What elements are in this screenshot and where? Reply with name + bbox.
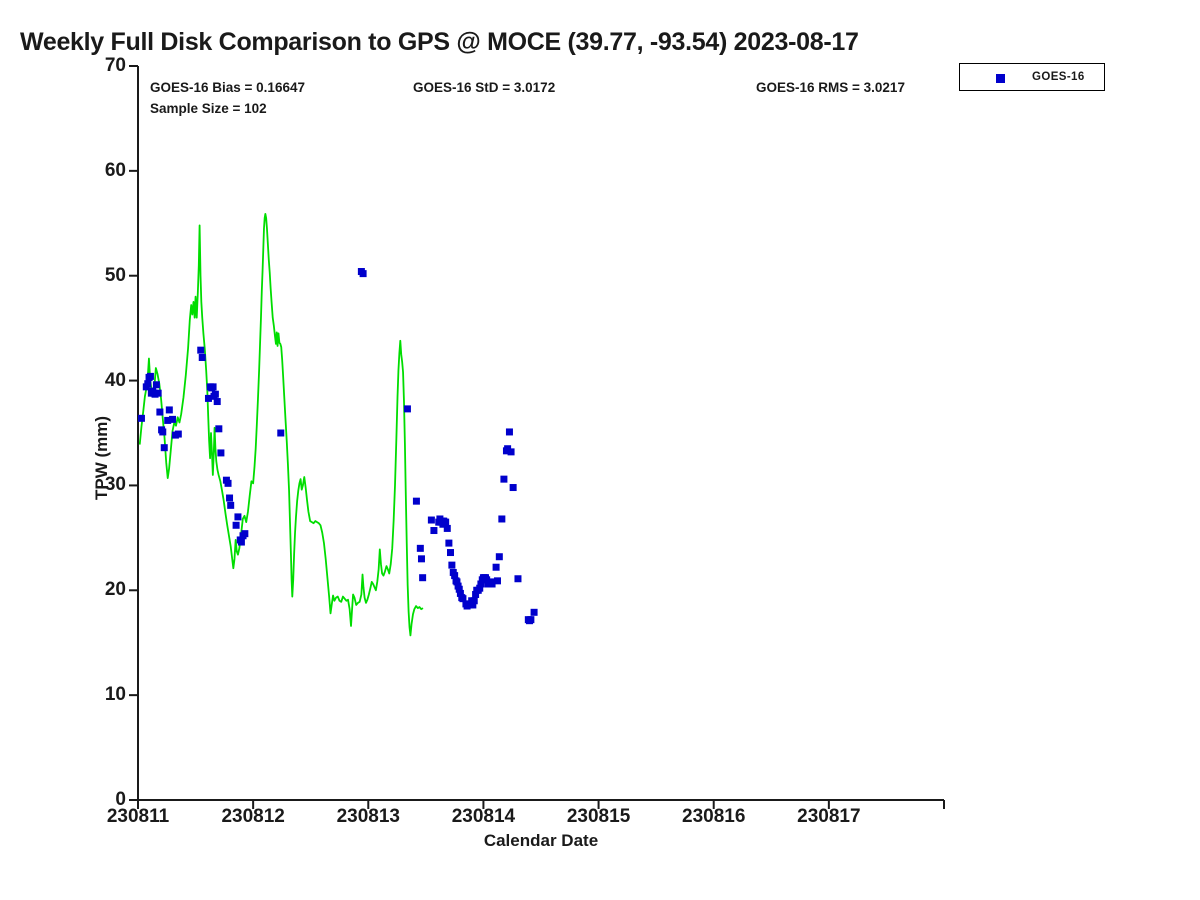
data-point-marker [419,574,427,582]
data-point-marker [359,270,367,278]
x-axis-label: Calendar Date [483,831,599,850]
data-point-marker [483,576,491,584]
goes16-scatter-series [137,268,538,625]
data-point-marker [447,549,454,557]
y-axis-tick-label: 70 [104,55,126,76]
data-point-marker [455,585,463,593]
data-point-marker [198,354,206,361]
data-point-marker [160,444,168,452]
data-point-marker [232,521,240,529]
y-axis-tick-label: 30 [104,474,126,496]
y-axis-tick-label: 50 [104,264,126,286]
data-point-marker [209,383,217,391]
data-point-marker [277,429,285,437]
data-point-marker [514,575,522,583]
data-point-marker [416,544,424,552]
data-point-marker [459,595,467,603]
data-point-marker [213,398,221,406]
data-point-marker [137,414,145,422]
data-point-marker [493,577,501,585]
gps-line [138,212,424,637]
data-point-marker [495,553,503,561]
data-point-marker [427,516,435,524]
y-axis-ticks [129,65,138,801]
axis-lines [137,66,944,801]
data-point-marker [412,497,420,505]
chart-title: Weekly Full Disk Comparison to GPS @ MOC… [20,28,859,56]
data-point-marker [509,484,517,492]
data-point-marker [215,425,223,433]
data-point-marker [477,580,485,588]
data-point-marker [144,380,152,388]
x-axis-tick-label: 230815 [566,806,631,827]
data-point-marker [443,524,451,532]
data-point-marker [470,597,478,605]
y-axis-tick-label: 60 [104,159,126,181]
data-point-marker [472,590,480,598]
gps-line-series [138,212,424,637]
annotation-bias: GOES-16 Bias = 0.16647 [150,80,305,95]
data-point-marker [530,608,538,616]
data-point-marker [159,428,167,436]
data-point-marker [174,430,182,438]
x-axis-tick-label: 230817 [797,806,861,827]
data-point-marker [403,405,411,413]
y-axis-tick-label: 0 [115,789,126,810]
data-point-marker [146,372,154,380]
x-axis-ticks [137,800,945,809]
data-point-marker [507,448,515,456]
data-point-marker [234,513,242,521]
data-point-marker [217,449,225,457]
x-axis-tick-label: 230814 [451,806,516,827]
data-point-marker [430,527,438,535]
data-point-marker [456,589,464,597]
data-point-marker [469,601,477,609]
data-point-marker [417,555,425,563]
annotation-sample-size: Sample Size = 102 [150,101,267,116]
data-point-marker [204,394,212,402]
data-point-marker [448,561,456,569]
y-axis-tick-label: 40 [104,369,126,391]
y-axis-tick-label: 20 [104,579,126,601]
data-point-marker [505,428,513,436]
data-point-marker [241,530,249,538]
data-point-marker [237,538,245,546]
legend-label-goes16: GOES-16 [1032,71,1085,83]
data-point-marker [445,539,453,547]
x-axis-tick-label: 230811 [106,806,170,827]
data-point-marker [498,515,506,523]
data-point-marker [154,389,162,397]
y-axis-tick-labels: 0 10 20 30 40 50 60 70 [72,0,126,900]
data-point-marker [197,346,205,354]
data-point-marker [453,578,461,586]
data-point-marker [156,408,164,416]
data-point-marker [442,518,450,526]
data-point-marker [226,494,234,502]
data-point-marker [152,381,160,389]
x-axis-tick-label: 230816 [682,806,746,827]
data-point-marker [169,415,177,423]
legend-marker-goes16-icon [996,74,1005,83]
data-point-marker [224,479,232,487]
data-point-marker [227,501,235,509]
data-point-marker [211,390,219,398]
x-axis-tick-label: 230813 [336,806,400,827]
data-point-marker [488,580,496,588]
legend[interactable]: GOES-16 [959,63,1105,91]
annotation-std: GOES-16 StD = 3.0172 [413,80,556,95]
data-point-marker [527,616,535,624]
data-point-marker [451,572,459,580]
annotation-rms: GOES-16 RMS = 3.0217 [756,80,905,95]
data-point-marker [500,475,508,483]
data-point-marker [165,406,173,414]
x-axis-tick-label: 230812 [221,806,285,827]
data-point-marker [476,584,484,592]
data-point-marker [492,563,500,571]
data-point-marker [164,416,172,424]
y-axis-tick-label: 10 [104,684,126,706]
